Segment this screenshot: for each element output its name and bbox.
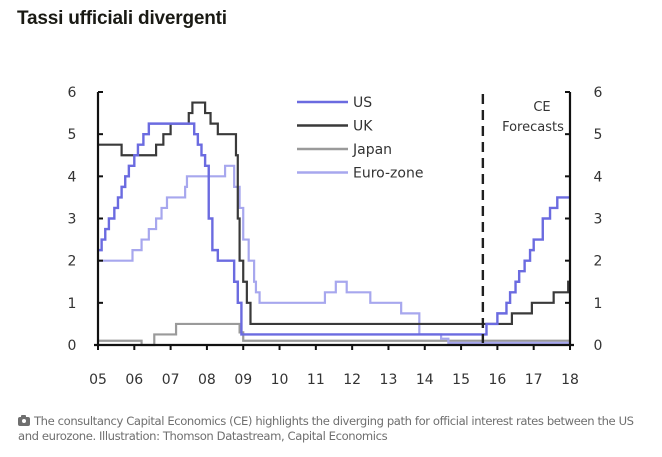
x-tick-label: 07 [162,372,180,388]
y-tick-label-right: 0 [594,338,603,354]
y-tick-label-left: 0 [68,338,77,354]
x-tick-label: 12 [343,372,361,388]
x-tick-label: 10 [271,372,289,388]
legend: US UK Japan Euro-zone [297,95,423,182]
legend-label-uk: UK [353,119,373,135]
rates-chart: 0 01 12 23 34 45 56 605 06 07 08 09 10 11 12 13 14 15 16 17… [68,85,603,388]
y-tick-label-right: 5 [594,127,603,143]
x-tick-label: 16 [488,372,506,388]
x-tick-label: 05 [89,372,107,388]
camera-icon [18,415,30,426]
legend-label-euro-zone: Euro-zone [353,166,423,182]
legend-label-us: US [353,95,372,111]
series-line-uk [98,101,570,326]
y-tick-label-right: 2 [594,254,603,270]
y-tick-label-left: 5 [68,127,77,143]
x-tick-label: 08 [198,372,216,388]
figure-caption: The consultancy Capital Economics (CE) h… [18,414,648,444]
axes-layer: 0 01 12 23 34 45 56 605 06 07 08 09 10 11 12 13 14 15 16 17… [68,85,603,388]
forecast-annotation-line2: Forecasts [502,120,564,135]
y-tick-label-left: 6 [68,85,77,101]
x-tick-label: 14 [416,372,434,388]
page-title: Tassi ufficiali divergenti [17,8,227,29]
x-tick-label: 11 [307,372,325,388]
caption-text: The consultancy Capital Economics (CE) h… [18,414,634,443]
series-line-euro-zone [98,164,570,344]
x-tick-label: 18 [561,372,579,388]
series-line-us [98,122,570,336]
y-tick-label-right: 1 [594,296,603,312]
y-tick-label-right: 4 [594,169,603,185]
y-tick-label-right: 3 [594,212,603,228]
x-tick-label: 13 [380,372,398,388]
x-tick-label: 15 [452,372,470,388]
y-tick-label-left: 1 [68,296,77,312]
forecast-annotation-line1: CE [533,100,550,115]
legend-label-japan: Japan [352,142,392,158]
y-tick-label-left: 2 [68,254,77,270]
x-tick-label: 17 [525,372,543,388]
x-tick-label: 06 [125,372,143,388]
series-layer [98,101,570,347]
y-tick-label-left: 4 [68,169,77,185]
x-tick-label: 09 [234,372,252,388]
y-tick-label-left: 3 [68,212,77,228]
y-tick-label-right: 6 [594,85,603,101]
